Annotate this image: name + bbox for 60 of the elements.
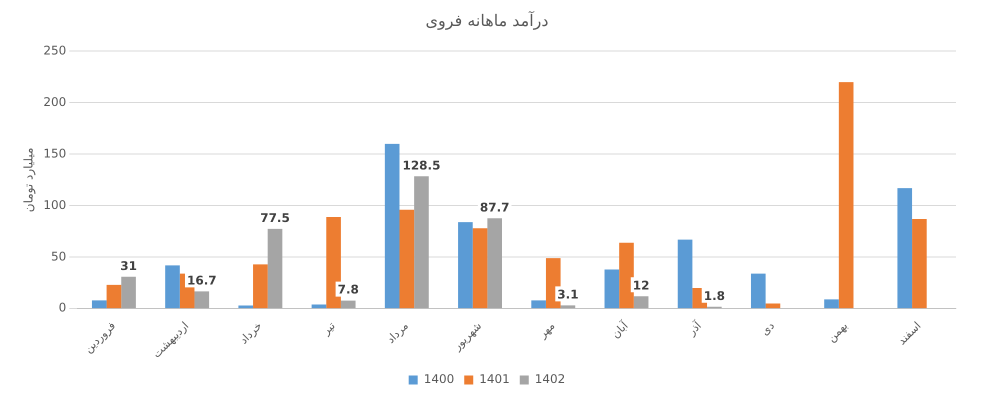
bar bbox=[634, 296, 648, 308]
bar bbox=[384, 144, 400, 308]
data-label: 7.8 bbox=[338, 282, 359, 297]
x-tick-label: بهمن bbox=[824, 319, 850, 345]
bar bbox=[897, 188, 912, 308]
data-label: 12 bbox=[632, 278, 650, 292]
bar bbox=[253, 264, 268, 308]
x-tick-label: خرداد bbox=[237, 319, 265, 347]
bar bbox=[165, 265, 180, 308]
y-tick-label: 150 bbox=[43, 146, 66, 160]
y-tick-label: 100 bbox=[43, 198, 66, 212]
y-axis-title: میلیارد تومان bbox=[21, 148, 36, 212]
y-tick-label: 50 bbox=[51, 249, 66, 264]
x-tick-label: مهر bbox=[535, 319, 558, 342]
legend-label: 1401 bbox=[479, 372, 510, 386]
bar bbox=[750, 274, 766, 308]
bar bbox=[340, 300, 356, 308]
x-tick-label: تیر bbox=[319, 319, 338, 338]
data-label: 3.1 bbox=[557, 288, 579, 302]
x-tick-label: شهریور bbox=[450, 319, 484, 354]
bar bbox=[399, 210, 414, 308]
bar bbox=[472, 228, 488, 308]
bar bbox=[678, 240, 692, 308]
bar bbox=[766, 303, 780, 308]
data-label: 16.7 bbox=[186, 274, 217, 288]
bar bbox=[912, 219, 927, 308]
bar bbox=[238, 306, 254, 308]
x-tick-label: مرداد bbox=[384, 319, 412, 346]
y-tick-label: 0 bbox=[58, 300, 66, 315]
data-label: 77.5 bbox=[260, 210, 290, 225]
bar bbox=[268, 228, 282, 308]
bar bbox=[487, 218, 502, 308]
data-label: 1.8 bbox=[704, 288, 725, 303]
y-tick-label: 250 bbox=[43, 43, 66, 58]
x-tick-label: اسفند bbox=[895, 319, 924, 348]
bar bbox=[604, 269, 620, 308]
bar bbox=[106, 284, 122, 308]
bar bbox=[312, 304, 326, 308]
bar bbox=[121, 276, 136, 308]
data-label: 128.5 bbox=[402, 158, 440, 172]
bar bbox=[619, 242, 634, 308]
bar bbox=[531, 300, 546, 308]
x-tick-label: دی bbox=[758, 319, 778, 338]
legend-label: 1400 bbox=[424, 372, 454, 386]
y-tick-label: 200 bbox=[43, 94, 66, 109]
chart-title: درآمد ماهانه فروی bbox=[426, 10, 548, 30]
bar bbox=[560, 305, 576, 308]
bar bbox=[414, 176, 429, 308]
data-label: 87.7 bbox=[480, 200, 510, 214]
bar bbox=[92, 300, 107, 308]
bar bbox=[458, 222, 473, 308]
x-tick-label: اردیبهشت bbox=[150, 319, 192, 360]
x-tick-label: آبان bbox=[608, 318, 632, 341]
bar bbox=[838, 82, 854, 308]
x-tick-label: فروردین bbox=[82, 319, 118, 356]
bar bbox=[824, 299, 839, 308]
data-label: 31 bbox=[120, 258, 137, 273]
legend-label: 1402 bbox=[534, 372, 566, 386]
x-tick-label: آذر bbox=[684, 318, 705, 339]
bar bbox=[194, 291, 210, 308]
